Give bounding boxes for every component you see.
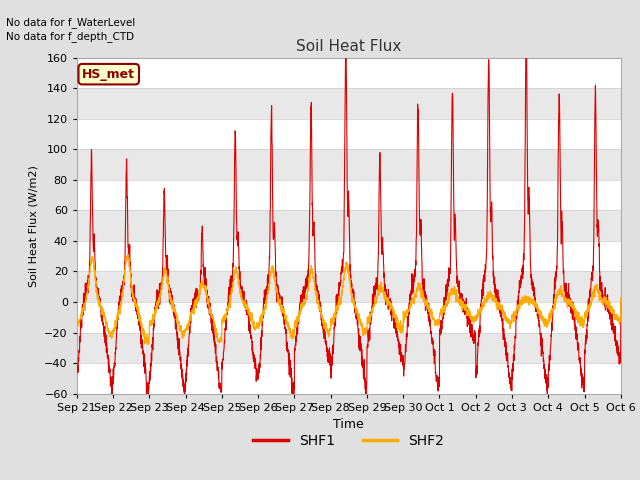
Legend: SHF1, SHF2: SHF1, SHF2 [248, 429, 450, 454]
Bar [77, 58, 621, 88]
Bar [77, 119, 621, 149]
Y-axis label: Soil Heat Flux (W/m2): Soil Heat Flux (W/m2) [29, 165, 38, 287]
Bar [77, 271, 621, 302]
Bar [77, 180, 621, 210]
Bar [77, 88, 621, 119]
Bar [77, 241, 621, 271]
Bar [77, 302, 621, 333]
Title: Soil Heat Flux: Soil Heat Flux [296, 39, 401, 54]
Text: HS_met: HS_met [82, 68, 135, 81]
Bar [77, 149, 621, 180]
Bar [77, 363, 621, 394]
Text: No data for f_WaterLevel: No data for f_WaterLevel [6, 17, 136, 28]
Bar [77, 210, 621, 241]
X-axis label: Time: Time [333, 418, 364, 431]
Bar [77, 333, 621, 363]
Text: No data for f_depth_CTD: No data for f_depth_CTD [6, 31, 134, 42]
